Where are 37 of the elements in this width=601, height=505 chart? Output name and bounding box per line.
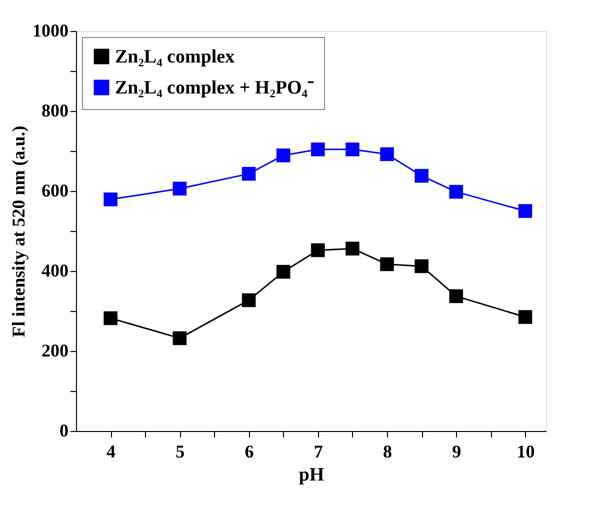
point <box>414 168 428 183</box>
point <box>449 184 464 199</box>
point <box>346 242 360 256</box>
point <box>518 204 532 218</box>
x-tick-label: 7 <box>314 442 323 462</box>
x-tick-label: 10 <box>516 442 535 462</box>
point <box>242 293 256 308</box>
point <box>276 148 290 162</box>
y-tick-label: 400 <box>42 260 68 280</box>
point <box>104 192 118 206</box>
y-tick-label: 1000 <box>32 20 68 40</box>
point <box>414 259 428 274</box>
point <box>380 257 394 272</box>
point <box>311 243 325 258</box>
legend-label: Zn₂L₄ complex + H₂PO₄⁻ <box>115 78 314 98</box>
x-tick-label: 5 <box>176 442 185 462</box>
x-tick-label: 6 <box>244 442 254 462</box>
y-tick-label: 800 <box>42 100 68 120</box>
legend-label: Zn₂L₄ complex <box>115 46 236 68</box>
x-axis-title: pH <box>298 464 324 486</box>
x-tick-label: 8 <box>383 442 392 462</box>
point <box>518 310 532 324</box>
point <box>346 142 360 156</box>
point <box>311 142 325 156</box>
y-tick-label: 600 <box>42 180 68 200</box>
point <box>242 166 256 181</box>
y-axis-title: Fl intensity at 520 nm (a.u.) <box>8 126 28 338</box>
point <box>380 147 394 162</box>
point <box>276 264 290 279</box>
y-tick-label: 200 <box>42 340 68 360</box>
point <box>104 311 118 326</box>
y-tick-label: 0 <box>60 420 68 440</box>
point <box>172 331 187 346</box>
x-tick-label: 9 <box>452 442 462 462</box>
x-tick-label: 4 <box>106 442 116 462</box>
point <box>172 182 187 196</box>
point <box>449 289 464 304</box>
